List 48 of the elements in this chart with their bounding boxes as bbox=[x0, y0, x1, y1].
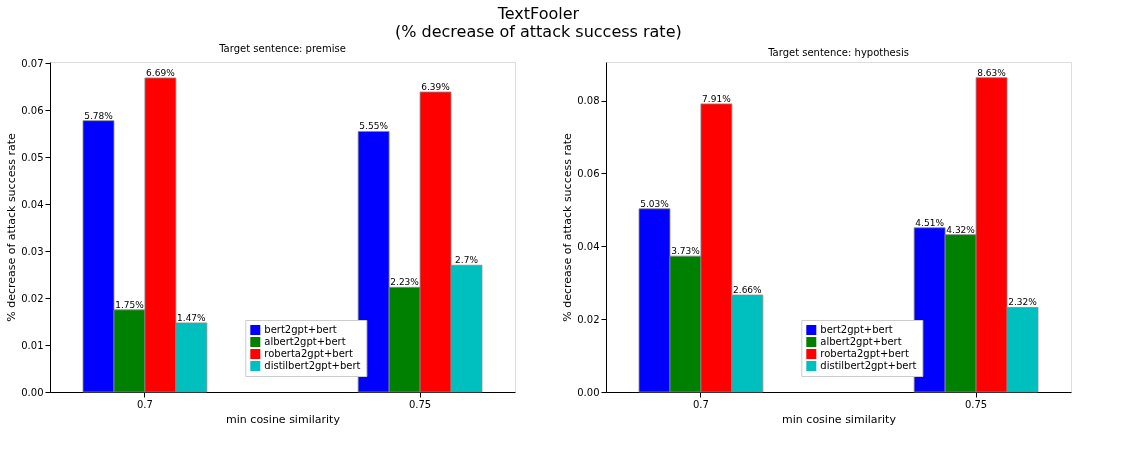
legend-label: distilbert2gpt+bert bbox=[820, 360, 917, 371]
y-tick-label: 0.07 bbox=[21, 57, 44, 69]
data-label: 1.75% bbox=[115, 299, 145, 310]
legend-label: albert2gpt+bert bbox=[820, 336, 902, 347]
x-tick-label: 0.7 bbox=[692, 398, 709, 410]
y-tick-label: 0.02 bbox=[577, 313, 600, 325]
text: TextFooler (% decrease of attack success rate) bbox=[395, 3, 682, 41]
x-tick-label: 0.75 bbox=[964, 398, 988, 410]
y-tick-label: 0.04 bbox=[21, 198, 44, 210]
data-label: 2.7% bbox=[455, 255, 479, 266]
data-label: 2.23% bbox=[390, 277, 420, 288]
y-tick-label: 0.02 bbox=[21, 292, 44, 304]
y-tick-label: 0.04 bbox=[577, 240, 600, 252]
data-label: 2.66% bbox=[733, 285, 763, 296]
legend-label: roberta2gpt+bert bbox=[264, 348, 353, 359]
data-label: 4.32% bbox=[946, 224, 976, 235]
legend-label: roberta2gpt+bert bbox=[820, 348, 909, 359]
data-label: 5.55% bbox=[359, 121, 389, 132]
data-label: 1.47% bbox=[177, 313, 207, 323]
data-label: 7.91% bbox=[702, 93, 732, 104]
data-label: 8.63% bbox=[977, 67, 1007, 78]
y-tick-label: 0.01 bbox=[21, 339, 44, 351]
x-tick-label: 0.7 bbox=[136, 398, 153, 410]
chart-title: Target sentence: hypothesis bbox=[767, 47, 909, 58]
x-axis-title: min cosine similarity bbox=[782, 412, 897, 426]
chart-title: Target sentence: premise bbox=[218, 43, 346, 55]
y-axis-title: % decrease of attack success rate bbox=[5, 133, 19, 322]
data-label: 4.51% bbox=[915, 217, 945, 228]
data-label: 5.78% bbox=[84, 110, 114, 121]
legend-label: albert2gpt+bert bbox=[264, 336, 346, 347]
data-label: 2.32% bbox=[1008, 297, 1038, 308]
y-tick-label: 0.03 bbox=[21, 245, 44, 257]
y-axis-title: % decrease of attack success rate bbox=[561, 133, 575, 322]
y-tick-label: 0.00 bbox=[577, 386, 600, 398]
y-tick-label: 0.00 bbox=[21, 386, 44, 398]
legend-label: bert2gpt+bert bbox=[820, 324, 893, 335]
y-tick-label: 0.06 bbox=[21, 104, 44, 116]
data-label: 6.39% bbox=[421, 82, 451, 93]
x-tick-label: 0.75 bbox=[408, 398, 432, 410]
legend-label: distilbert2gpt+bert bbox=[264, 360, 361, 371]
y-tick-label: 0.08 bbox=[577, 95, 600, 107]
data-label: 5.03% bbox=[640, 198, 670, 209]
y-tick-label: 0.06 bbox=[577, 167, 600, 179]
data-label: 3.73% bbox=[671, 246, 701, 257]
x-axis-title: min cosine similarity bbox=[226, 412, 341, 426]
legend-label: bert2gpt+bert bbox=[264, 324, 337, 335]
data-label: 6.69% bbox=[146, 67, 176, 78]
y-tick-label: 0.05 bbox=[21, 151, 44, 163]
